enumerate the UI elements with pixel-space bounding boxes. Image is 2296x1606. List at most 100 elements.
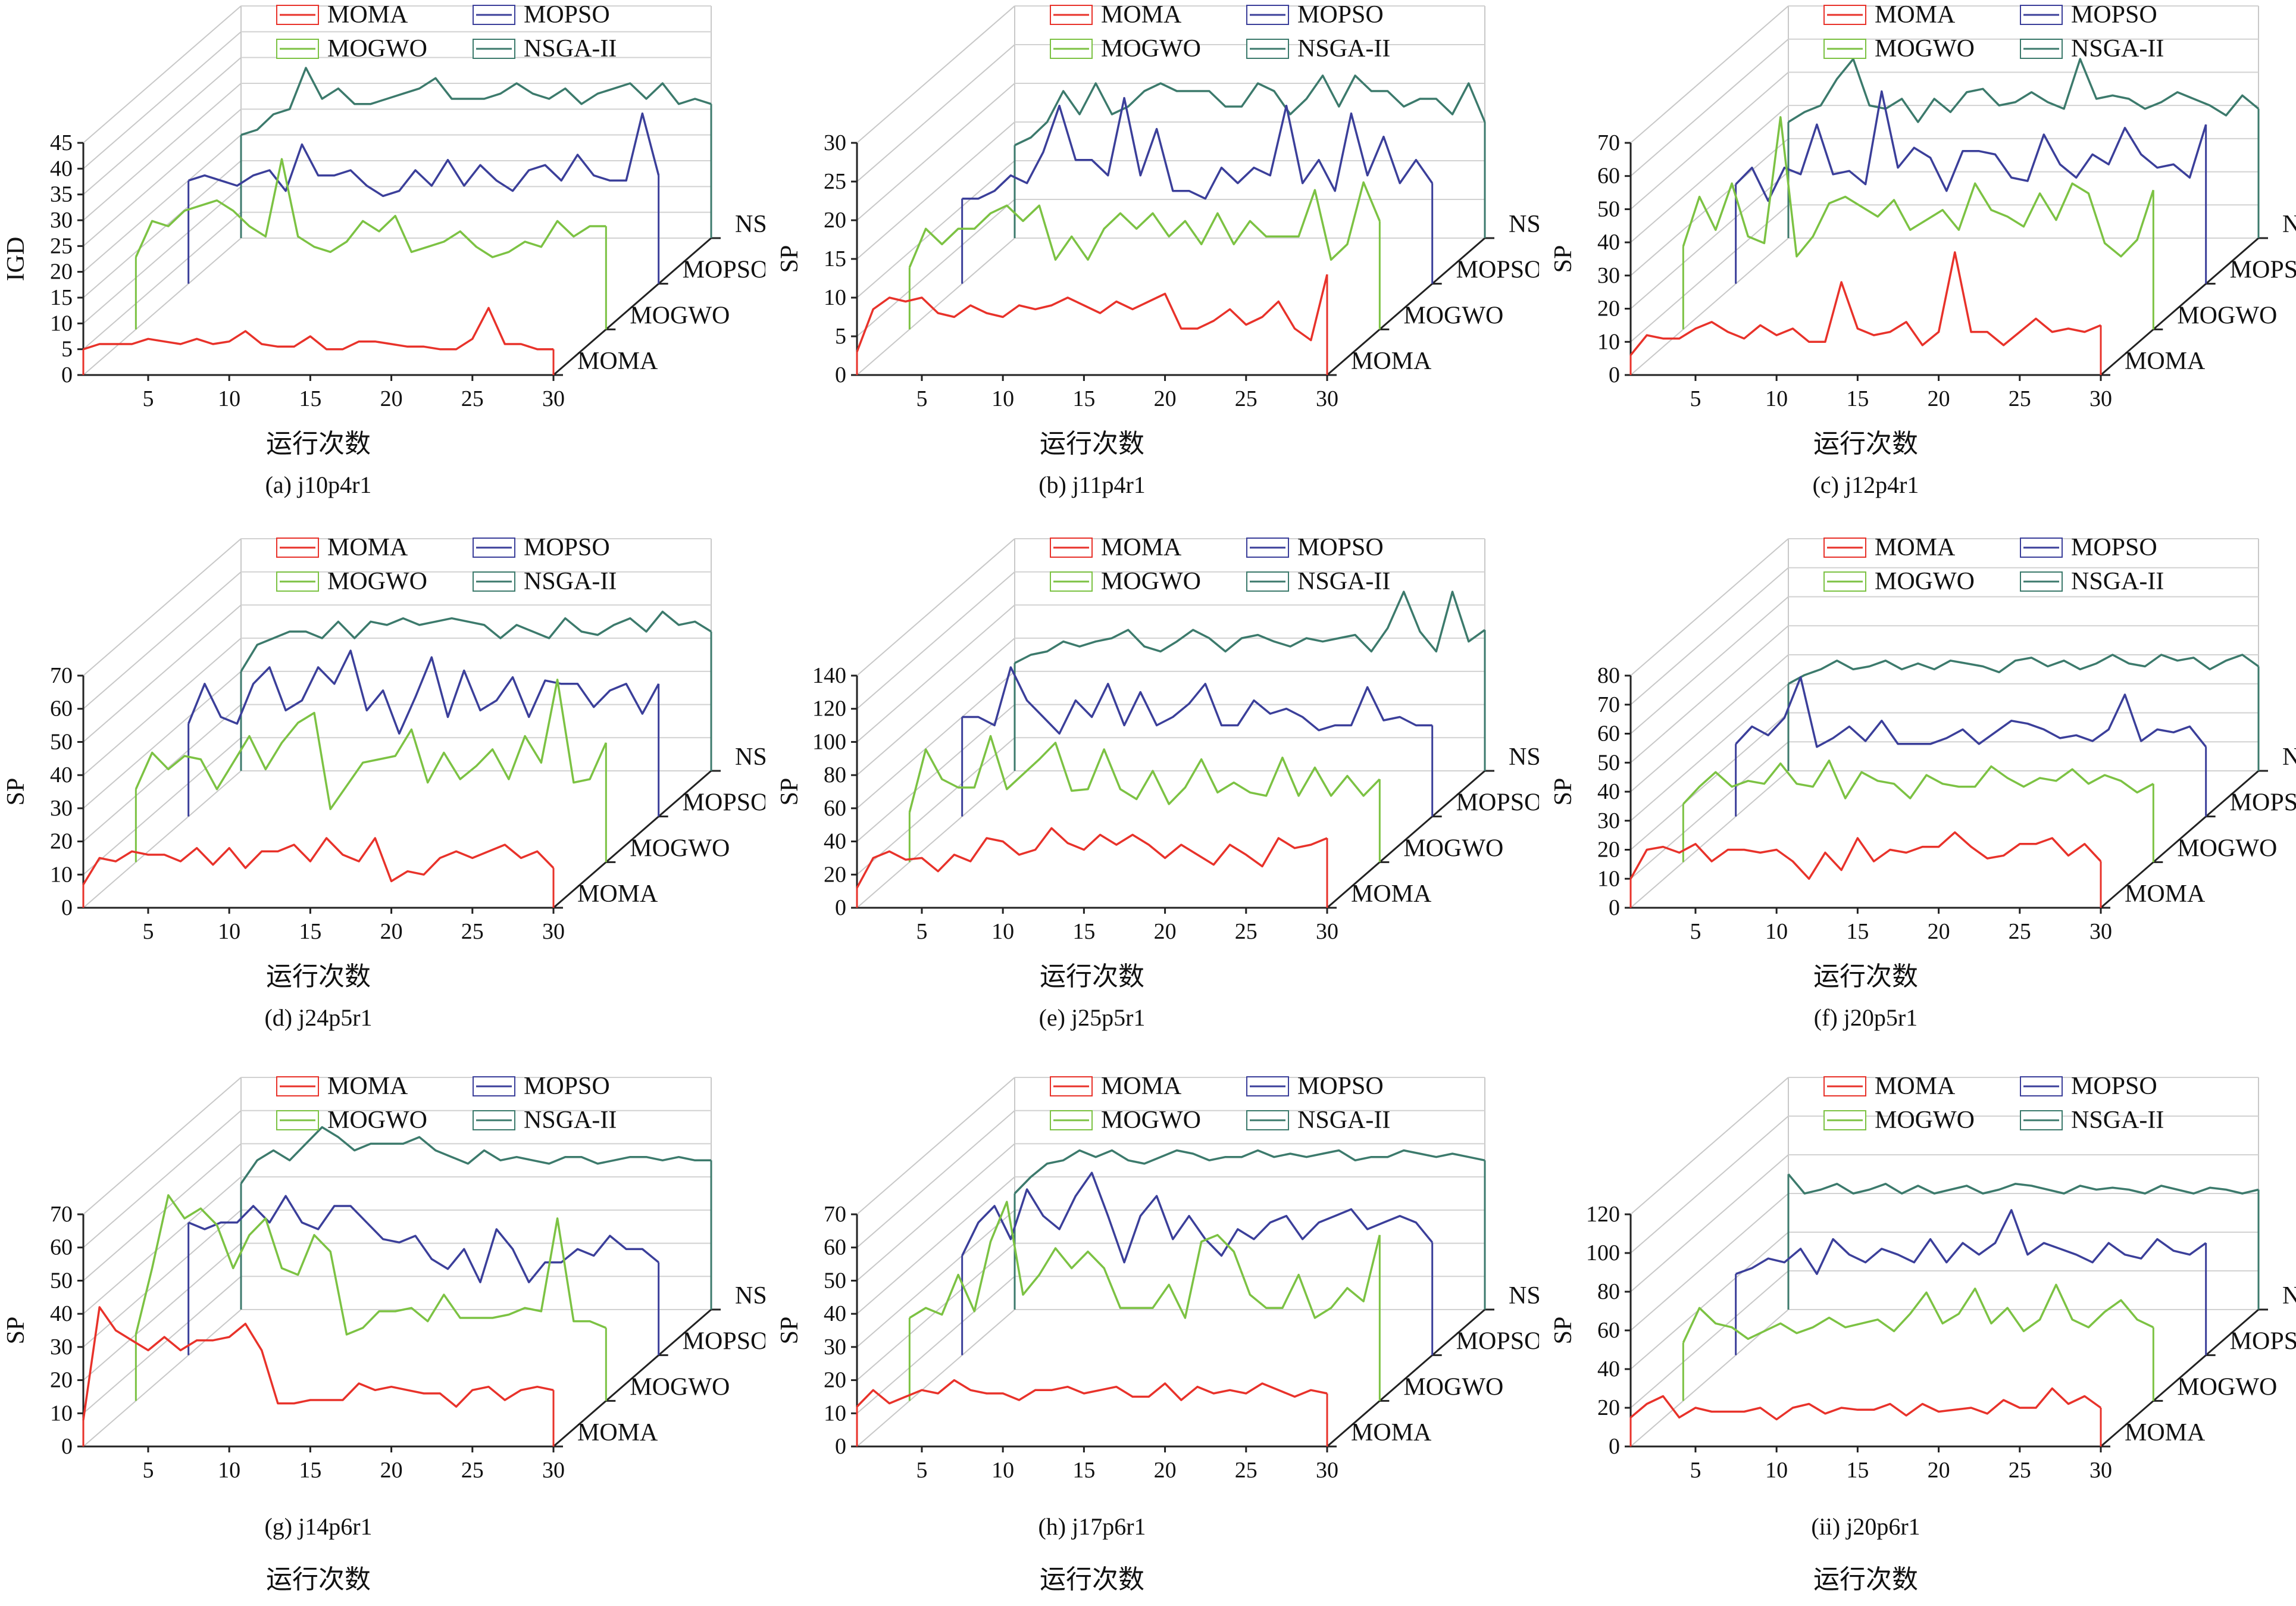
panel-caption: (ii) j20p6r1	[1811, 1513, 1920, 1540]
y-tick-label: 60	[1597, 721, 1620, 746]
chart-panel-8: 0 10 20 30 40 50 60 70 5 10 15 20 25 30 MOMA MOGWO MOPSO…	[776, 1073, 1539, 1594]
x-axis-label: 运行次数	[1813, 429, 1918, 458]
legend-label: MOGWO	[327, 568, 427, 595]
wall-gridline	[83, 538, 242, 676]
series-line-mogwo	[1682, 759, 2154, 805]
depth-tick-label: MOMA	[1351, 1419, 1432, 1446]
depth-tick-label: MOMA	[2125, 880, 2206, 908]
y-tick-label: 70	[824, 1202, 846, 1227]
panel-caption: (a) j10p4r1	[265, 471, 372, 498]
legend-label: MOGWO	[1101, 568, 1201, 595]
x-axis-label: 运行次数	[1813, 962, 1918, 991]
x-axis-label: 运行次数	[266, 429, 371, 458]
wall-gridline	[83, 704, 242, 842]
panel-caption: (b) j11p4r1	[1038, 471, 1146, 498]
series-line-moma	[83, 307, 553, 351]
y-tick-label: 20	[1597, 838, 1620, 863]
x-tick-label: 15	[1072, 1458, 1095, 1483]
y-tick-label: 20	[50, 1368, 73, 1393]
y-tick-label: 80	[1597, 663, 1620, 688]
y-tick-label: 50	[50, 1268, 73, 1293]
depth-tick-label: MOMA	[577, 1419, 658, 1446]
wall-gridline	[83, 638, 242, 776]
x-axis-label: 运行次数	[1040, 1565, 1144, 1594]
wall-gridline	[856, 571, 1015, 710]
x-tick-label: 25	[2009, 1458, 2031, 1483]
y-tick-label: 60	[824, 1235, 846, 1260]
x-tick-label: 25	[2009, 386, 2031, 411]
series-line-mopso	[1735, 1209, 2207, 1275]
y-tick-label: 25	[50, 233, 73, 258]
wall-gridline	[856, 671, 1015, 809]
wall-gridline	[856, 1143, 1015, 1282]
series-line-moma	[856, 827, 1328, 889]
x-tick-label: 25	[461, 386, 484, 411]
wall-gridline	[83, 671, 242, 809]
wall-gridline	[856, 121, 1015, 260]
wall-gridline	[1630, 1232, 1789, 1370]
y-tick-label: 30	[824, 130, 846, 155]
series-line-moma	[1629, 1387, 2102, 1421]
y-tick-label: 70	[50, 663, 73, 688]
legend-label: MOMA	[327, 1, 408, 29]
depth-axis-line	[1327, 1308, 1485, 1448]
wall-gridline	[83, 238, 242, 376]
series-line-mogwo	[1682, 1283, 2154, 1343]
legend-label: MOMA	[1875, 1, 1956, 29]
x-tick-label: 30	[2089, 386, 2112, 411]
y-tick-label: 120	[1586, 1202, 1620, 1227]
x-tick-label: 10	[218, 386, 240, 411]
series-line-mogwo	[1682, 116, 2154, 258]
depth-tick-label: NSGA-II	[735, 1282, 765, 1310]
series-line-nsga-ii	[1788, 58, 2260, 123]
y-tick-label: 10	[1597, 329, 1620, 354]
wall-gridline	[856, 638, 1015, 776]
legend-label: MOGWO	[327, 1107, 427, 1134]
series-line-moma	[856, 274, 1328, 352]
legend-label: NSGA-II	[1297, 1107, 1390, 1134]
y-tick-label: 20	[1597, 296, 1620, 321]
y-axis-label: SP	[776, 245, 803, 273]
x-tick-label: 10	[991, 1458, 1014, 1483]
wall-gridline	[83, 5, 242, 143]
legend-label: MOGWO	[1875, 1107, 1975, 1134]
y-axis-label: IGD	[2, 237, 30, 282]
x-axis-label: 运行次数	[1040, 429, 1144, 458]
legend: MOMA MOPSO MOGWO NSGA-II	[1050, 534, 1390, 595]
legend: MOMA MOPSO MOGWO NSGA-II	[1823, 1073, 2164, 1134]
x-tick-label: 30	[1316, 1458, 1338, 1483]
legend-label: MOMA	[1875, 534, 1956, 561]
depth-tick-label: NSGA-II	[2282, 1282, 2296, 1310]
depth-axis-line	[553, 1308, 712, 1448]
x-axis-label: 运行次数	[266, 962, 371, 991]
y-tick-label: 70	[1597, 692, 1620, 717]
wall-gridline	[83, 1110, 242, 1248]
depth-tick-label: MOPSO	[2230, 257, 2296, 284]
legend-label: NSGA-II	[2071, 35, 2164, 63]
wall-gridline	[856, 1110, 1015, 1248]
legend: MOMA MOPSO MOGWO NSGA-II	[1823, 534, 2164, 595]
x-tick-label: 30	[1316, 919, 1338, 944]
series-line-moma	[1629, 251, 2101, 356]
wall-gridline	[856, 1309, 1015, 1447]
wall-gridline	[856, 1276, 1015, 1414]
depth-tick-label: MOPSO	[2230, 789, 2296, 817]
x-tick-label: 15	[1846, 1458, 1869, 1483]
legend-label: NSGA-II	[524, 35, 617, 63]
y-tick-label: 30	[1597, 263, 1620, 288]
depth-tick-label: MOMA	[1351, 348, 1432, 375]
wall-gridline	[1630, 1193, 1789, 1331]
legend: MOMA MOPSO MOGWO NSGA-II	[1050, 1073, 1390, 1134]
series-line-mogwo	[134, 1194, 606, 1336]
x-tick-label: 20	[1928, 919, 1950, 944]
wall-gridline	[856, 238, 1015, 376]
legend-label: MOMA	[1101, 534, 1182, 561]
depth-tick-label: MOPSO	[1456, 789, 1539, 817]
y-tick-label: 45	[50, 130, 73, 155]
wall-gridline	[1630, 1270, 1789, 1408]
wall-gridline	[1630, 105, 1789, 243]
y-tick-label: 40	[824, 829, 846, 854]
y-tick-label: 10	[50, 1401, 73, 1426]
y-tick-label: 0	[835, 363, 846, 388]
wall-gridline	[856, 770, 1015, 908]
